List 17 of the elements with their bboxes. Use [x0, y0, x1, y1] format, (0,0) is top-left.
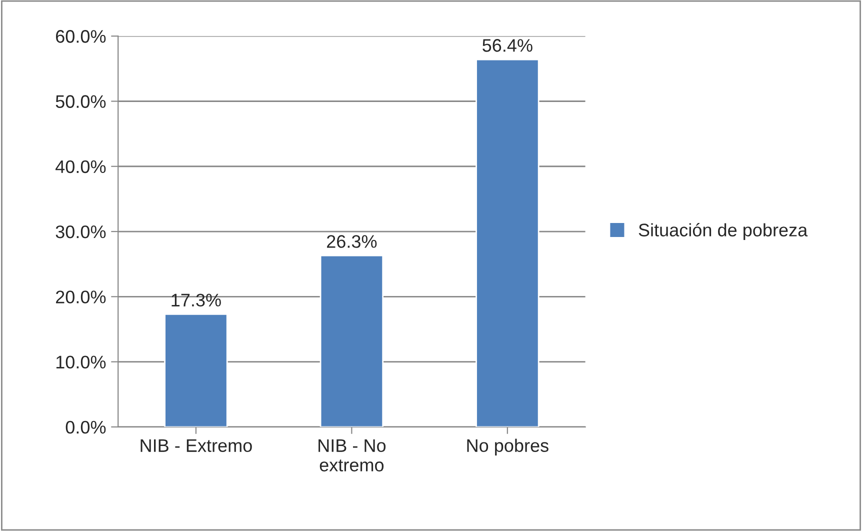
y-tick-label: 60.0%	[56, 30, 106, 43]
data-label: 56.4%	[482, 39, 532, 52]
data-label: 17.3%	[172, 294, 221, 307]
y-tick-label: 40.0%	[56, 160, 106, 174]
y-tick-label: 0.0%	[66, 420, 106, 434]
x-tick-label: NIB - No extremo	[318, 439, 386, 472]
y-tick-label: 30.0%	[56, 225, 106, 238]
bar	[476, 58, 540, 427]
y-tick-label: 50.0%	[56, 95, 106, 108]
x-tick-label: No pobres	[467, 438, 548, 456]
y-tick-label: 20.0%	[56, 290, 106, 304]
bar	[320, 254, 384, 427]
y-tick-label: 10.0%	[56, 356, 106, 369]
data-label: 26.3%	[327, 235, 377, 248]
x-tick-label: NIB - Extremo	[140, 439, 252, 452]
bar	[164, 314, 228, 427]
legend-label: Situación de pobreza	[638, 222, 808, 240]
